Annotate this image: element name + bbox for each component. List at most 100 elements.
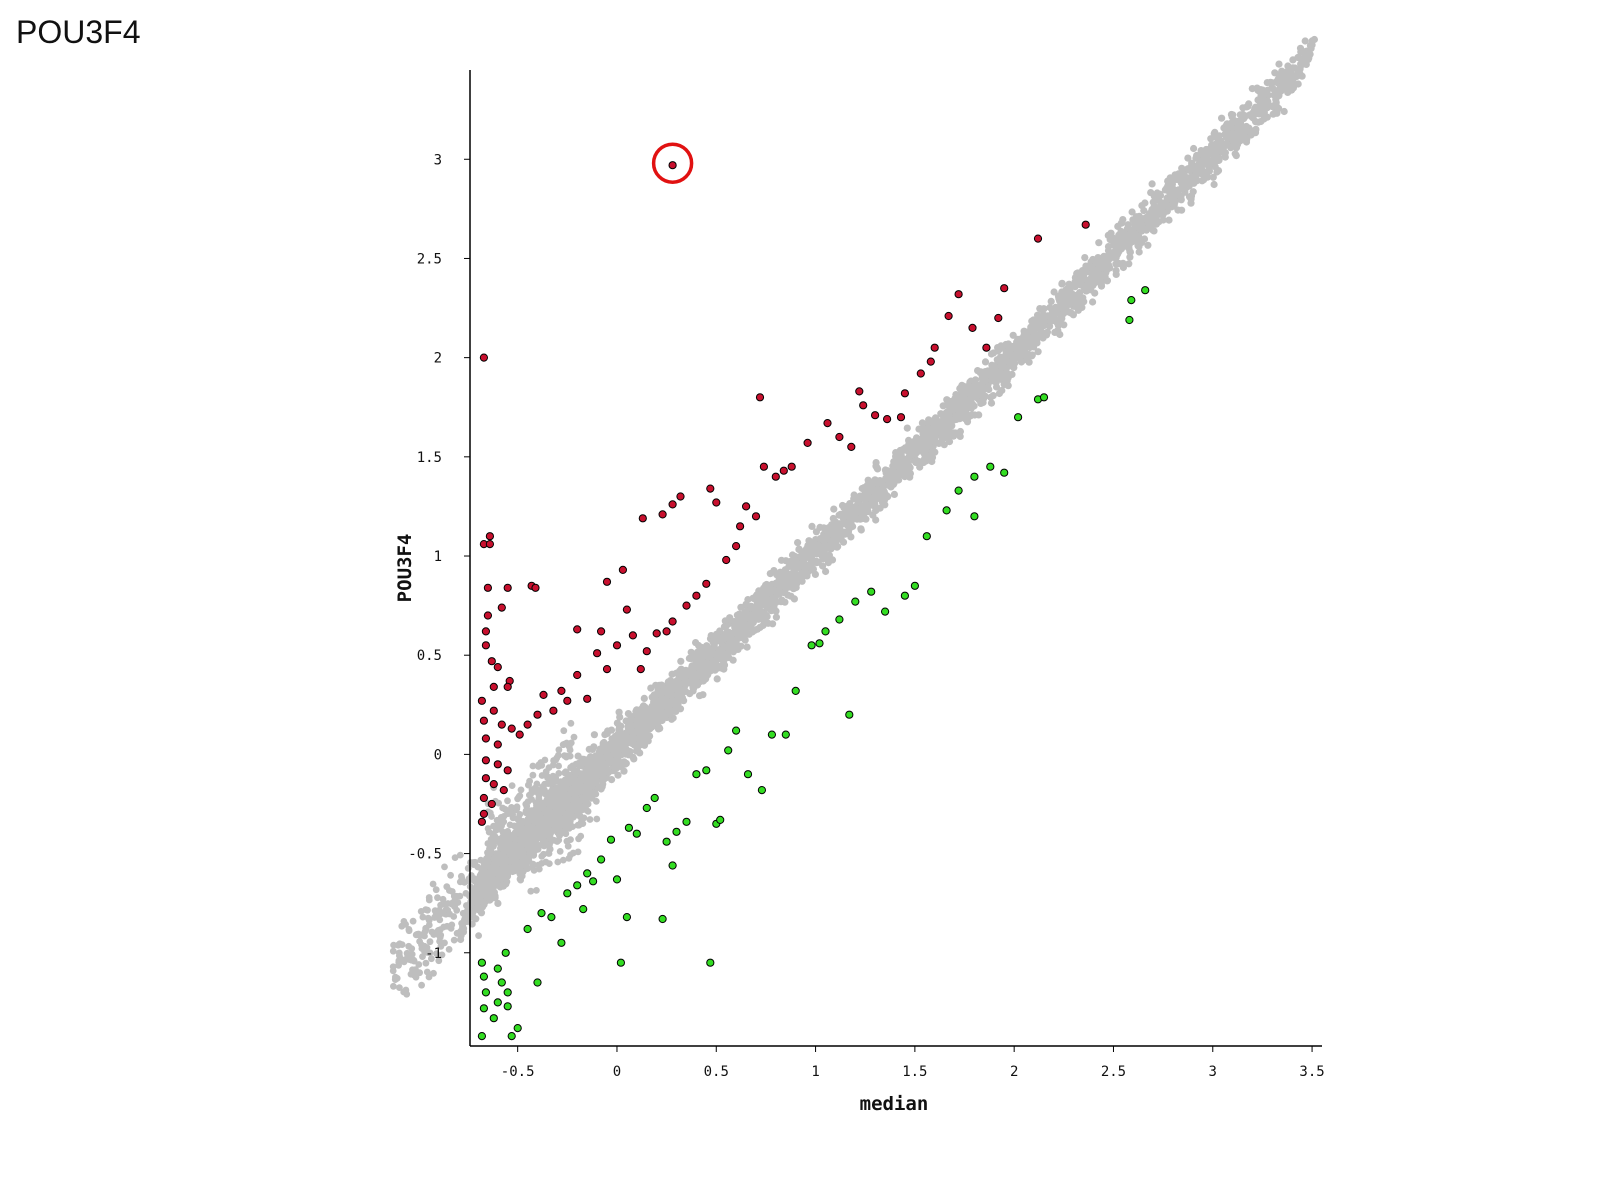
background-point <box>510 822 518 830</box>
background-point <box>1190 144 1198 153</box>
background-point <box>1112 236 1120 244</box>
background-point <box>918 419 927 427</box>
background-point <box>448 921 456 929</box>
background-point <box>1030 329 1038 337</box>
up-point <box>751 512 761 521</box>
up-point <box>481 774 490 783</box>
background-point <box>1071 283 1079 291</box>
background-point <box>1243 135 1251 143</box>
down-point <box>589 877 598 886</box>
background-point <box>915 457 923 466</box>
background-point <box>1205 150 1213 158</box>
up-point <box>489 706 498 715</box>
background-point <box>538 841 546 849</box>
background-point <box>1090 272 1098 280</box>
background-point <box>504 797 511 805</box>
up-point <box>759 462 769 471</box>
up-point <box>597 627 606 636</box>
background-point <box>1178 164 1186 172</box>
background-point <box>719 656 727 664</box>
background-point <box>1210 180 1218 189</box>
background-point <box>782 557 790 565</box>
background-point <box>1251 105 1259 113</box>
down-point <box>1141 286 1150 295</box>
background-point <box>569 762 576 770</box>
up-point <box>563 696 572 705</box>
down-point <box>692 770 701 779</box>
up-point <box>485 540 494 549</box>
background-point <box>458 925 466 934</box>
down-point <box>821 627 830 636</box>
background-point <box>472 893 480 901</box>
background-point <box>1150 202 1158 210</box>
background-point <box>546 833 554 841</box>
background-point <box>724 644 732 652</box>
background-point <box>389 947 397 955</box>
background-point <box>428 928 436 936</box>
background-point <box>981 358 990 366</box>
background-point <box>519 851 527 859</box>
up-point <box>926 357 935 366</box>
up-point <box>722 555 731 565</box>
down-point <box>503 1002 512 1011</box>
background-point <box>517 786 525 794</box>
up-point <box>622 605 632 614</box>
background-point <box>535 865 543 873</box>
background-point <box>592 797 600 805</box>
background-point <box>510 851 518 859</box>
background-point <box>1236 137 1244 145</box>
background-point <box>827 537 835 545</box>
background-point <box>693 681 702 689</box>
background-point <box>1198 165 1206 173</box>
background-point <box>1141 199 1149 207</box>
background-point <box>1124 221 1132 229</box>
up-point <box>652 629 661 638</box>
background-point <box>581 794 589 802</box>
background-point <box>793 579 801 588</box>
background-point <box>1296 44 1305 52</box>
background-point <box>687 672 696 681</box>
background-point <box>540 786 548 794</box>
background-point <box>1060 309 1068 318</box>
down-point <box>477 1032 486 1041</box>
y-tick-label: 2 <box>434 351 442 367</box>
background-point <box>615 708 623 716</box>
up-point <box>642 647 651 656</box>
background-point <box>1203 173 1212 181</box>
background-point <box>775 576 783 584</box>
up-point <box>638 514 647 523</box>
background-point <box>852 507 860 515</box>
up-point <box>503 583 512 592</box>
background-point <box>541 756 549 764</box>
up-point <box>573 670 582 680</box>
background-point <box>640 734 648 742</box>
background-point <box>895 454 903 462</box>
background-point <box>657 714 665 723</box>
background-point <box>831 521 840 529</box>
up-point <box>676 492 685 501</box>
background-point <box>1047 297 1055 305</box>
background-point <box>394 941 402 949</box>
background-point <box>617 735 625 744</box>
background-point <box>586 816 594 823</box>
up-point <box>493 663 502 672</box>
background-point <box>824 525 832 534</box>
background-point <box>677 657 685 665</box>
background-point <box>658 695 666 703</box>
background-point <box>553 797 561 805</box>
background-point <box>640 694 648 703</box>
background-point <box>737 603 745 611</box>
background-point <box>752 592 761 600</box>
background-point <box>1156 190 1164 198</box>
background-point <box>1063 289 1071 297</box>
background-point <box>432 886 440 894</box>
background-point <box>545 764 553 771</box>
background-point <box>590 731 599 739</box>
background-point <box>970 402 978 410</box>
background-point <box>437 901 444 909</box>
background-point <box>1095 264 1103 272</box>
background-point <box>859 510 867 519</box>
background-point <box>672 669 681 677</box>
up-point <box>507 724 516 733</box>
